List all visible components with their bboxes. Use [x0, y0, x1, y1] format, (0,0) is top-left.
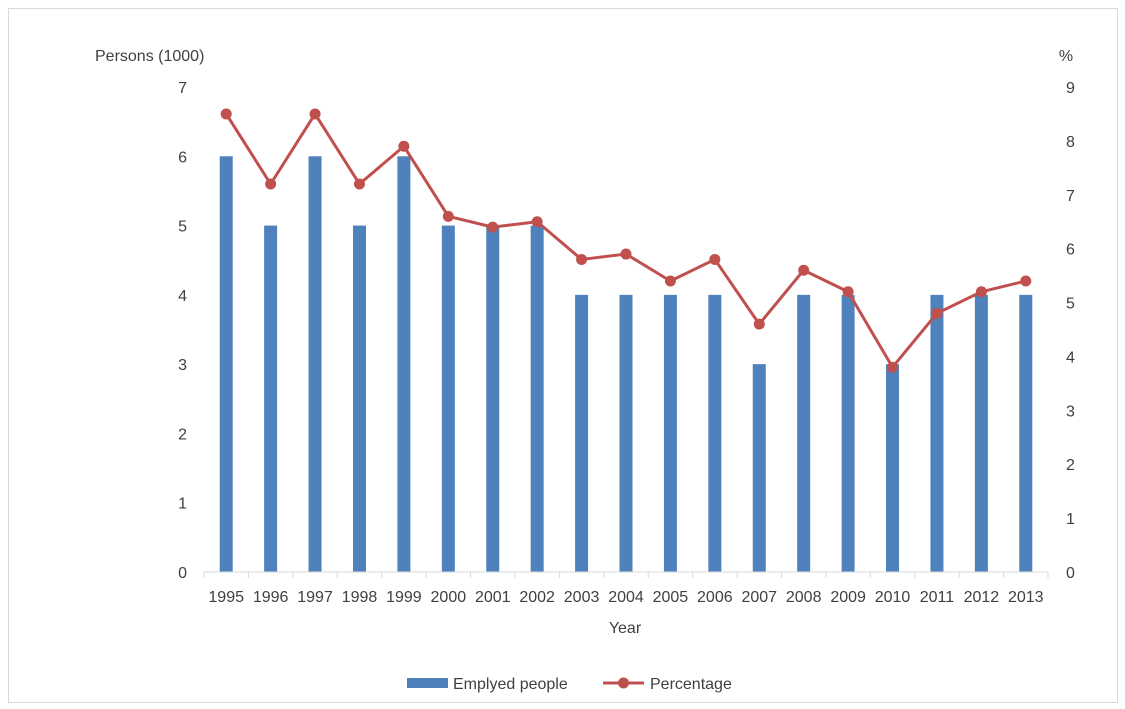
percentage-point-2003 — [576, 253, 588, 265]
percentage-point-2008 — [798, 264, 810, 276]
x-tick-label-1997: 1997 — [297, 589, 333, 606]
y-left-tick-4: 4 — [178, 288, 187, 305]
bar-2002 — [530, 225, 544, 572]
x-tick-label-1996: 1996 — [253, 589, 289, 606]
y-left-tick-3: 3 — [178, 357, 187, 374]
right-axis-title: % — [1059, 48, 1073, 65]
percentage-point-1999 — [398, 140, 410, 152]
y-right-tick-2: 2 — [1066, 457, 1075, 474]
y-left-tick-1: 1 — [178, 496, 187, 513]
bar-2013 — [1019, 294, 1033, 572]
percentage-point-2011 — [931, 307, 943, 319]
bar-2004 — [619, 294, 633, 572]
bar-1998 — [352, 225, 366, 572]
x-tick-label-2013: 2013 — [1008, 589, 1044, 606]
y-left-tick-0: 0 — [178, 565, 187, 582]
x-tick-label-2003: 2003 — [564, 589, 600, 606]
bar-2005 — [663, 294, 677, 572]
bar-2003 — [575, 294, 589, 572]
bar-2011 — [930, 294, 944, 572]
x-tick-label-2008: 2008 — [786, 589, 822, 606]
percentage-point-2006 — [709, 253, 721, 265]
x-tick-label-1995: 1995 — [208, 589, 244, 606]
y-right-tick-3: 3 — [1066, 403, 1075, 420]
percentage-point-2010 — [887, 361, 899, 373]
percentage-point-1997 — [309, 108, 321, 120]
y-left-tick-2: 2 — [178, 426, 187, 443]
y-right-tick-7: 7 — [1066, 188, 1075, 205]
x-tick-label-2001: 2001 — [475, 589, 511, 606]
percentage-point-1995 — [220, 108, 232, 120]
axes-layer: 1995 1996 1997 1998 1999 2000 2001 2002 2003 2004… — [178, 80, 1075, 606]
bar-2000 — [441, 225, 455, 572]
bar-1997 — [308, 156, 322, 573]
percentage-point-2001 — [487, 221, 499, 233]
x-tick-label-2009: 2009 — [830, 589, 866, 606]
y-right-tick-1: 1 — [1066, 511, 1075, 528]
y-left-tick-5: 5 — [178, 219, 187, 236]
y-right-tick-4: 4 — [1066, 349, 1075, 366]
y-left-tick-7: 7 — [178, 80, 187, 97]
percentage-point-2002 — [531, 216, 543, 228]
legend-swatch-employed — [407, 678, 448, 688]
x-tick-label-2000: 2000 — [431, 589, 467, 606]
bar-2001 — [486, 225, 500, 572]
percentage-point-2013 — [1020, 275, 1032, 287]
percentage-point-2012 — [975, 286, 987, 298]
x-tick-label-2002: 2002 — [519, 589, 555, 606]
x-axis-title: Year — [609, 620, 642, 637]
percentage-point-2000 — [442, 210, 454, 222]
x-tick-label-1998: 1998 — [342, 589, 378, 606]
x-tick-label-2012: 2012 — [964, 589, 1000, 606]
x-tick-label-2004: 2004 — [608, 589, 644, 606]
bar-1999 — [397, 156, 411, 573]
y-right-tick-0: 0 — [1066, 565, 1075, 582]
bars-layer — [219, 156, 1033, 573]
bar-2009 — [841, 294, 855, 572]
x-tick-label-2005: 2005 — [653, 589, 689, 606]
y-right-tick-9: 9 — [1066, 80, 1075, 97]
y-right-tick-6: 6 — [1066, 242, 1075, 259]
x-tick-label-2006: 2006 — [697, 589, 733, 606]
bar-2006 — [708, 294, 722, 572]
legend-marker-percentage — [618, 677, 629, 689]
legend-label-employed: Emplyed people — [453, 676, 568, 693]
bar-1996 — [264, 225, 278, 572]
y-right-tick-5: 5 — [1066, 296, 1075, 313]
x-tick-label-2011: 2011 — [920, 589, 955, 606]
percentage-point-1996 — [265, 178, 277, 190]
bar-2007 — [752, 364, 766, 572]
bar-2008 — [797, 294, 811, 572]
percentage-point-2009 — [842, 286, 854, 298]
left-axis-title: Persons (1000) — [95, 48, 204, 65]
percentage-point-2007 — [753, 318, 765, 330]
x-tick-label-2010: 2010 — [875, 589, 911, 606]
bar-1995 — [219, 156, 233, 573]
x-tick-label-1999: 1999 — [386, 589, 422, 606]
legend-label-percentage: Percentage — [650, 676, 732, 693]
bar-2012 — [974, 294, 988, 572]
line-layer — [220, 108, 1032, 373]
x-tick-label-2007: 2007 — [741, 589, 777, 606]
y-right-tick-8: 8 — [1066, 134, 1075, 151]
legend: Emplyed people Percentage — [407, 676, 732, 693]
bar-2010 — [886, 364, 900, 572]
percentage-point-2004 — [620, 248, 632, 260]
y-left-tick-6: 6 — [178, 149, 187, 166]
percentage-point-2005 — [664, 275, 676, 287]
percentage-point-1998 — [353, 178, 365, 190]
